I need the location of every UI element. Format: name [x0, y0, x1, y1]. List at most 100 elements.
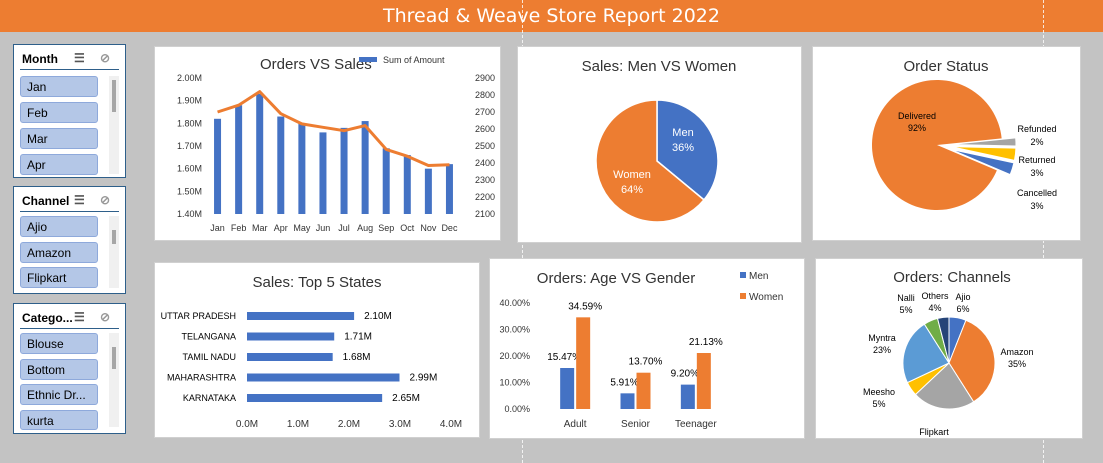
slicer-item-kurta[interactable]: kurta: [20, 410, 98, 430]
x-tick-label: Jun: [316, 223, 331, 233]
x-tick-label: 0.0M: [236, 419, 258, 430]
pie-slice-cancelled: [950, 148, 1015, 176]
sales-bar: [214, 118, 222, 214]
scrollbar-thumb[interactable]: [112, 80, 116, 112]
month-slicer[interactable]: Month ☰ ⊘ Jan Feb Mar Apr: [13, 44, 126, 178]
value-label: 5.91%: [610, 377, 638, 388]
channel-slicer[interactable]: Channel ☰ ⊘ Ajio Amazon Flipkart: [13, 186, 126, 294]
legend-swatch: [740, 293, 746, 299]
y-tick-label: 1.70M: [177, 141, 202, 151]
top-states-chart: Sales: Top 5 States UTTAR PRADESH 2.10M TE…: [161, 274, 462, 430]
top-states-panel: Sales: Top 5 States UTTAR PRADESH 2.10M TE…: [154, 262, 480, 438]
value-label: 13.70%: [629, 357, 663, 368]
women-bar: [696, 353, 711, 409]
x-tick-label: Oct: [400, 223, 415, 233]
slicer-item-amazon[interactable]: Amazon: [20, 242, 98, 263]
slice-label: Nalli: [897, 293, 915, 303]
chart-title: Sales: Top 5 States: [253, 274, 382, 291]
scrollbar-thumb[interactable]: [112, 347, 116, 369]
slicer-scrollbar[interactable]: [109, 216, 119, 288]
state-bar: [247, 373, 400, 382]
y-tick-label: 1.60M: [177, 164, 202, 174]
value-label: 34.59%: [568, 301, 602, 312]
pie-slice-flipkart: [914, 362, 975, 410]
chart-title: Orders VS Sales: [260, 56, 372, 73]
multi-select-icon[interactable]: ☰: [74, 310, 85, 324]
chart-title: Orders: Age VS Gender: [537, 270, 695, 287]
x-tick-label: Jul: [338, 223, 350, 233]
sales-bar: [361, 121, 369, 214]
slicer-header: Month ☰ ⊘: [20, 51, 119, 70]
slice-label: Cancelled: [1017, 188, 1057, 198]
slicer-scrollbar[interactable]: [109, 333, 119, 427]
y2-tick-label: 2900: [475, 73, 495, 83]
slice-value-label: 5%: [899, 305, 912, 315]
category-slicer[interactable]: Catego... ☰ ⊘ Blouse Bottom Ethnic Dr...…: [13, 303, 126, 434]
y2-tick-label: 2200: [475, 192, 495, 202]
slice-value-label: 92%: [908, 123, 926, 133]
chart-title: Orders: Channels: [893, 269, 1011, 286]
slice-label: Delivered: [898, 111, 936, 121]
slicer-title: Catego...: [22, 311, 72, 325]
slicer-header: Catego... ☰ ⊘: [20, 310, 119, 329]
clear-filter-icon[interactable]: ⊘: [100, 193, 111, 207]
y-tick-label: 1.90M: [177, 96, 202, 106]
value-label: 2.99M: [409, 373, 437, 384]
pie-slice-women: [595, 99, 706, 223]
y2-tick-label: 2400: [475, 158, 495, 168]
slicer-item-blouse[interactable]: Blouse: [20, 333, 98, 354]
slicer-item-flipkart[interactable]: Flipkart: [20, 267, 98, 288]
orders-line: [217, 90, 450, 168]
slice-value-label: 36%: [672, 142, 694, 154]
scrollbar-thumb[interactable]: [112, 230, 116, 244]
slice-label: Refunded: [1017, 124, 1056, 134]
slicer-scrollbar[interactable]: [109, 76, 119, 174]
men-vs-women-chart: Sales: Men VS Women Men 36% Women 64%: [582, 58, 736, 223]
y-tick-label: 20.00%: [499, 351, 530, 361]
value-label: 1.68M: [343, 352, 371, 363]
state-bar: [247, 312, 355, 320]
category-label: TAMIL NADU: [182, 352, 236, 362]
x-tick-label: Sep: [378, 223, 394, 233]
multi-select-icon[interactable]: ☰: [74, 193, 85, 207]
clear-filter-icon[interactable]: ⊘: [100, 310, 111, 324]
sales-bar: [403, 155, 411, 214]
slice-label: Ajio: [955, 292, 970, 302]
category-label: MAHARASHTRA: [167, 373, 236, 383]
slicer-item-apr[interactable]: Apr: [20, 154, 98, 175]
state-bar: [247, 353, 333, 361]
sales-bar: [424, 168, 432, 214]
slice-label: Myntra: [868, 333, 896, 343]
y2-tick-label: 2800: [475, 90, 495, 100]
pie-slice-returned: [950, 146, 1017, 161]
y-tick-label: 0.00%: [504, 404, 530, 414]
sales-bar: [298, 123, 306, 214]
y2-tick-label: 2700: [475, 107, 495, 117]
pie-slice-others: [936, 316, 950, 364]
y2-tick-label: 2600: [475, 124, 495, 134]
sales-bar: [340, 127, 348, 214]
slicer-item-jan[interactable]: Jan: [20, 76, 98, 97]
slice-value-label: 2%: [1030, 137, 1043, 147]
value-label: 1.71M: [344, 332, 372, 343]
y2-tick-label: 2100: [475, 209, 495, 219]
slice-label: Flipkart: [919, 427, 949, 437]
slicer-item-mar[interactable]: Mar: [20, 128, 98, 149]
value-label: 2.65M: [392, 393, 420, 404]
slicer-item-feb[interactable]: Feb: [20, 102, 98, 123]
slicer-item-ethnic-dress[interactable]: Ethnic Dr...: [20, 384, 98, 405]
slicer-item-bottom[interactable]: Bottom: [20, 359, 98, 380]
men-bar: [620, 393, 635, 409]
y-tick-label: 2.00M: [177, 73, 202, 83]
men-bar: [680, 384, 695, 409]
multi-select-icon[interactable]: ☰: [74, 51, 85, 65]
value-label: 15.47%: [547, 352, 581, 363]
chart-title: Order Status: [903, 58, 988, 75]
slicer-item-ajio[interactable]: Ajio: [20, 216, 98, 237]
category-label: KARNATAKA: [183, 393, 236, 403]
y-tick-label: 40.00%: [499, 298, 530, 308]
legend-swatch: [740, 272, 746, 278]
y-tick-label: 1.40M: [177, 209, 202, 219]
clear-filter-icon[interactable]: ⊘: [100, 51, 111, 65]
slice-label: Meesho: [863, 387, 895, 397]
